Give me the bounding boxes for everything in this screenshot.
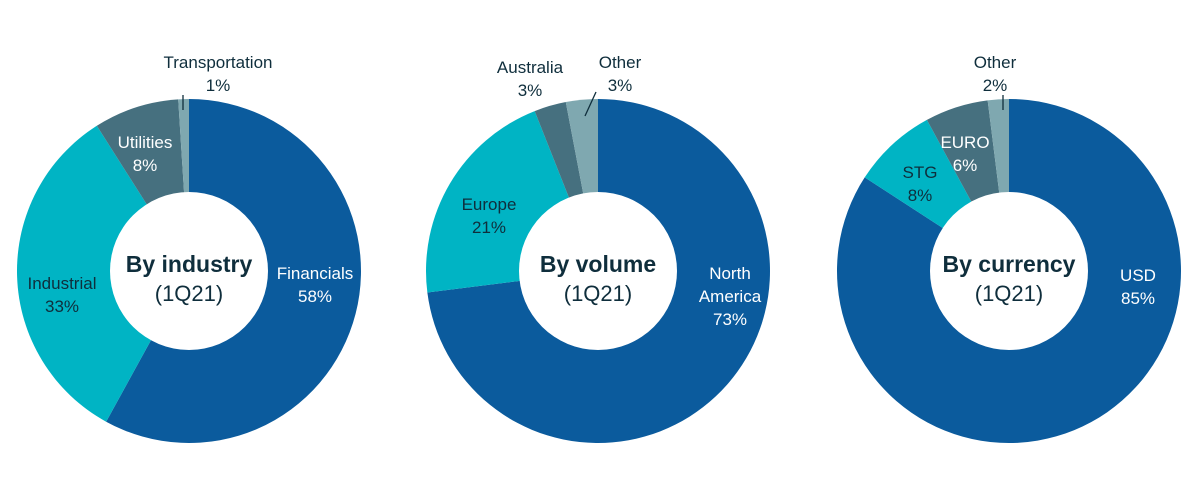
donut-hole (930, 192, 1088, 350)
donut-chart-by-volume: By volume (1Q21) North America 73% Europe 21% A… (426, 53, 770, 443)
slice-label-other: Other (599, 53, 642, 72)
slice-label-usd: USD (1120, 266, 1156, 285)
slice-value-north-america: 73% (713, 310, 747, 329)
slice-industrial (16, 125, 189, 422)
slice-label-stg: STG (903, 163, 938, 182)
chart-subtitle: (1Q21) (975, 281, 1043, 306)
slice-value-transportation: 1% (206, 76, 231, 95)
leader-line-other (584, 91, 597, 117)
chart-title: By industry (126, 251, 253, 277)
chart-title: By volume (540, 251, 656, 277)
slice-label-euro: EURO (940, 133, 989, 152)
donut-hole (110, 192, 268, 350)
slice-label-north-america-line1: North (709, 264, 751, 283)
slice-label-transportation: Transportation (164, 53, 273, 72)
slice-value-other: 2% (983, 76, 1008, 95)
slice-label-europe: Europe (462, 195, 517, 214)
slice-value-financials: 58% (298, 287, 332, 306)
slice-label-other: Other (974, 53, 1017, 72)
donut-chart-by-currency: By currency (1Q21) USD 85% STG 8% EURO 6% Other 2… (837, 53, 1181, 443)
chart-subtitle: (1Q21) (155, 281, 223, 306)
slice-value-other: 3% (608, 76, 633, 95)
slice-value-australia: 3% (518, 81, 543, 100)
donut-hole (519, 192, 677, 350)
slice-label-industrial: Industrial (28, 274, 97, 293)
slice-value-usd: 85% (1121, 289, 1155, 308)
slice-label-north-america-line2: America (699, 287, 762, 306)
chart-subtitle: (1Q21) (564, 281, 632, 306)
slice-label-australia: Australia (497, 58, 564, 77)
slice-value-stg: 8% (908, 186, 933, 205)
slice-label-financials: Financials (277, 264, 354, 283)
slice-value-utilities: 8% (133, 156, 158, 175)
slice-value-industrial: 33% (45, 297, 79, 316)
slice-value-europe: 21% (472, 218, 506, 237)
slice-label-utilities: Utilities (118, 133, 173, 152)
chart-title: By currency (943, 251, 1076, 277)
slice-value-euro: 6% (953, 156, 978, 175)
donut-chart-by-industry: By industry (1Q21) Financials 58% Industrial… (16, 53, 361, 443)
